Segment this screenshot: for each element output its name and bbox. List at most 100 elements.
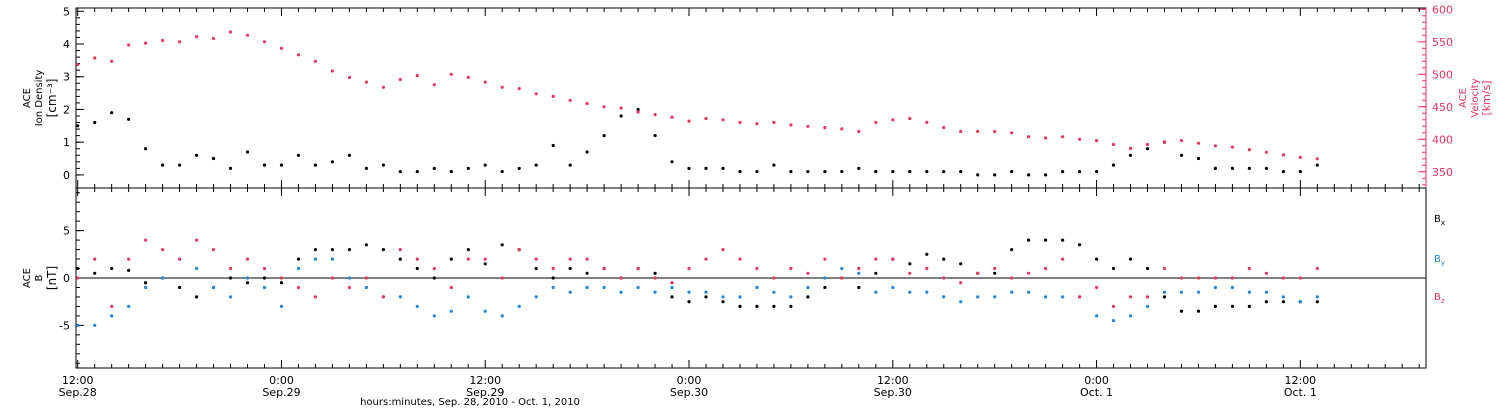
bz-point bbox=[245, 257, 250, 261]
velocity-point bbox=[161, 38, 165, 43]
density-point bbox=[1078, 170, 1082, 174]
top-right-tick-label: 500 bbox=[1432, 68, 1453, 81]
bz-point bbox=[398, 248, 402, 252]
bz-point bbox=[874, 257, 878, 261]
bx-point bbox=[330, 248, 334, 252]
density-point bbox=[1196, 156, 1201, 161]
density-point bbox=[976, 173, 980, 177]
by-point bbox=[110, 314, 114, 318]
bz-point bbox=[653, 276, 657, 280]
bz-point bbox=[1078, 295, 1082, 299]
bx-point bbox=[1095, 257, 1099, 261]
bx-point bbox=[449, 257, 453, 261]
x-tick-date-label: Oct. 1 bbox=[1080, 386, 1113, 399]
x-tick-time-label: 0:00 bbox=[1084, 374, 1109, 387]
bz-point bbox=[161, 248, 165, 252]
by-point bbox=[1027, 290, 1031, 294]
bx-point bbox=[466, 248, 470, 252]
by-point bbox=[721, 295, 725, 299]
top-right-title-line1: ACE bbox=[1458, 88, 1469, 108]
velocity-point bbox=[823, 126, 827, 130]
top-left-tick-label: 2 bbox=[63, 103, 70, 116]
top-right-title-line3: [km/s] bbox=[1480, 80, 1493, 115]
bz-point bbox=[568, 257, 572, 261]
by-point bbox=[144, 285, 148, 290]
density-point bbox=[1044, 173, 1048, 177]
velocity-point bbox=[144, 41, 148, 45]
density-point bbox=[228, 166, 233, 170]
by-point bbox=[262, 285, 267, 290]
density-point bbox=[891, 170, 895, 174]
by-point bbox=[1162, 290, 1167, 294]
bz-point bbox=[262, 266, 267, 271]
top-right-tick-label: 450 bbox=[1432, 101, 1453, 114]
velocity-point bbox=[1095, 139, 1099, 143]
by-point bbox=[127, 304, 131, 308]
bx-point bbox=[364, 243, 368, 247]
density-point bbox=[381, 163, 385, 167]
velocity-point bbox=[76, 62, 80, 67]
velocity-point bbox=[1111, 142, 1116, 147]
velocity-point bbox=[636, 110, 640, 114]
top-right-tick-label: 550 bbox=[1432, 36, 1453, 49]
density-point bbox=[755, 170, 759, 174]
bottom-panel-series bbox=[76, 238, 1319, 327]
by-point bbox=[1264, 290, 1268, 294]
bx-point bbox=[347, 248, 351, 252]
density-point bbox=[721, 166, 725, 170]
by-point bbox=[1111, 319, 1116, 323]
bottom-left-title-line2: B bbox=[34, 274, 45, 281]
velocity-point bbox=[585, 101, 589, 106]
velocity-point bbox=[1078, 137, 1082, 141]
bz-point bbox=[144, 238, 148, 242]
bx-point bbox=[1230, 304, 1234, 308]
velocity-point bbox=[296, 53, 301, 57]
density-point bbox=[653, 134, 657, 138]
density-point bbox=[942, 170, 946, 174]
density-point bbox=[687, 166, 691, 170]
x-tick-time-label: 12:00 bbox=[62, 374, 94, 387]
bz-point bbox=[76, 276, 80, 280]
by-point bbox=[874, 290, 878, 294]
bottom-left-title-line3: [nT] bbox=[45, 266, 59, 290]
by-point bbox=[1179, 290, 1184, 294]
bz-point bbox=[806, 271, 810, 275]
density-point bbox=[1128, 153, 1133, 157]
bx-point bbox=[721, 300, 725, 304]
bx-point bbox=[534, 266, 538, 271]
velocity-point bbox=[432, 83, 436, 87]
density-point bbox=[483, 163, 487, 167]
density-point bbox=[670, 160, 674, 164]
x-tick-date-label: Sep.30 bbox=[670, 386, 708, 399]
density-point bbox=[1145, 147, 1150, 151]
x-tick-time-label: 0:00 bbox=[269, 374, 294, 387]
x-tick-date-label: Sep.28 bbox=[59, 386, 97, 399]
bz-point bbox=[840, 276, 844, 280]
density-point bbox=[178, 163, 182, 167]
velocity-point bbox=[483, 80, 487, 84]
by-point bbox=[1315, 295, 1319, 299]
bx-point bbox=[857, 285, 861, 290]
bx-point bbox=[1027, 238, 1031, 242]
velocity-point bbox=[1179, 139, 1184, 143]
top-right-y-axis: 350 400 450 500 550 600 bbox=[1418, 3, 1453, 186]
by-point bbox=[772, 290, 776, 294]
velocity-point bbox=[398, 77, 402, 82]
density-point bbox=[789, 170, 793, 174]
bz-point bbox=[585, 257, 589, 261]
by-point bbox=[161, 276, 165, 280]
velocity-point bbox=[551, 94, 555, 98]
by-point bbox=[76, 323, 80, 327]
bz-point bbox=[330, 276, 334, 280]
bx-point bbox=[738, 304, 742, 308]
density-point bbox=[466, 166, 470, 170]
bx-point bbox=[1044, 238, 1048, 242]
by-point bbox=[806, 285, 810, 290]
bz-point bbox=[1044, 266, 1048, 271]
x-tick-time-label: 0:00 bbox=[677, 374, 702, 387]
density-point bbox=[398, 170, 402, 174]
velocity-point bbox=[534, 92, 538, 96]
bz-point bbox=[1281, 276, 1285, 280]
bz-legend-label: Bz bbox=[1434, 292, 1445, 305]
